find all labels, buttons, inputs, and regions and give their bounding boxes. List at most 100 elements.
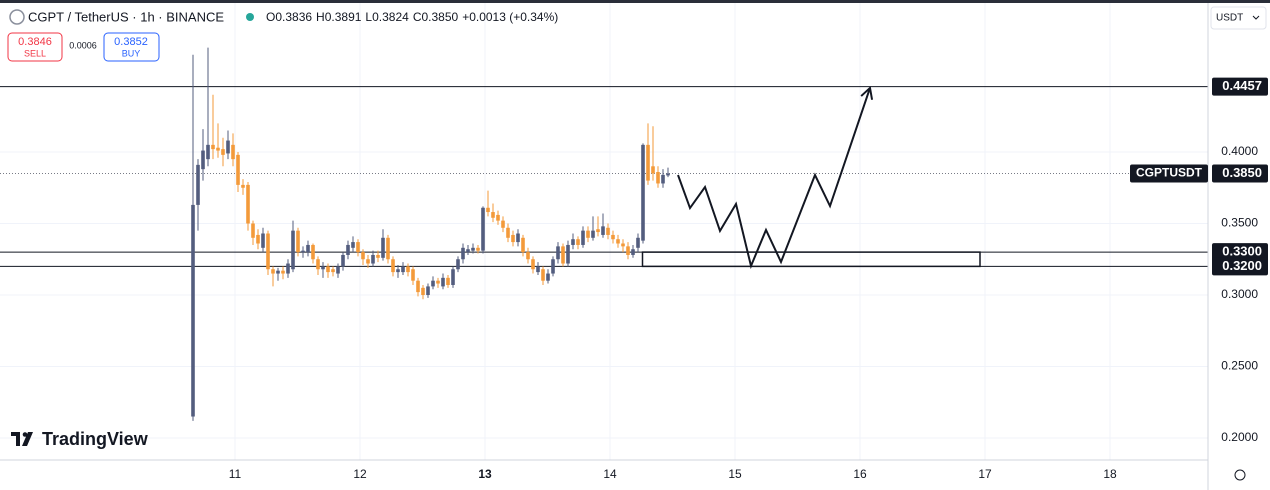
candle-body [236,154,240,185]
candle-body [296,230,300,253]
candle-body [506,227,510,238]
level-box [1212,243,1268,262]
candle-body [591,230,595,238]
candle-body [366,259,370,264]
chart-title: CGPT / TetherUS · 1h · BINANCE [28,9,224,24]
candle-body [316,259,320,270]
candle-body [416,280,420,293]
candle-body [636,237,640,248]
candle-body [336,266,340,274]
candle-body [511,234,515,243]
candle-body [521,237,525,253]
candle-body [386,237,390,260]
symbol-box [1130,164,1208,183]
plot [0,47,1208,421]
candle-body [581,230,585,245]
candle-body [341,254,345,267]
candle-body [611,234,615,240]
candle-body [641,144,645,241]
logo-mark [11,432,20,446]
candle-body [486,207,490,213]
candle-body [206,144,210,160]
y-tick-label: 0.2500 [1221,359,1258,373]
candle-body [476,247,480,251]
watermark: TradingView [42,429,149,449]
candle-body [451,269,455,285]
candle-body [411,269,415,281]
candle-body [526,252,530,260]
x-tick-label: 12 [353,467,367,481]
spread: 0.0006 [69,40,97,50]
candle-body [211,144,215,150]
candle-body [246,184,250,224]
candle-body [491,212,495,218]
candle-body [481,207,485,251]
x-tick-label: 15 [728,467,742,481]
ohlc-value: C0.3850 [413,10,459,24]
candle-body [326,266,330,273]
candle-body [201,150,205,170]
candle-body [231,144,235,160]
candle-body [536,266,540,273]
candle-body [241,184,245,188]
x-tick-label: 18 [1103,467,1117,481]
logo-mark [22,432,28,437]
candle-body [421,287,425,295]
candle-body [431,280,435,287]
ohlc-value: +0.0013 (+0.34%) [462,10,558,24]
candle-body [586,230,590,238]
candle-body [551,259,555,274]
candle-body [256,234,260,244]
candle-body [501,220,505,228]
candle-body [461,247,465,260]
logo [11,432,33,446]
candle-body [661,174,665,184]
axes: 0.2000 0.2500 0.3000 0.3500 0.4000 11 12 13 14 15… [229,77,1268,481]
candle-body [601,226,605,235]
settings-icon[interactable] [1234,469,1246,481]
candle-body [286,263,290,274]
candle-body [251,223,255,238]
market-status[interactable] [246,13,254,21]
candle-body [196,164,200,205]
symbol-icon [9,9,25,25]
candle-body [546,273,550,281]
candle-body [396,269,400,273]
candle-body [541,269,545,281]
candle-body [391,259,395,273]
currency: USDT [1216,13,1243,24]
level-label: 0.3300 [1222,244,1262,259]
y-tick-label: 0.4000 [1221,144,1258,158]
candle-body [406,266,410,273]
candle-body [606,227,610,235]
symbol-label: CGPTUSDT [1136,166,1203,180]
x-tick-label: 14 [603,467,617,481]
candle-body [666,173,670,176]
candle-body [266,233,270,270]
candle-body [556,246,560,260]
candle-body [311,244,315,260]
projection-path [677,87,871,270]
currency-selector[interactable] [1210,6,1267,30]
candle-body [596,229,600,233]
candle-body [616,239,620,244]
level-label: 0.4457 [1222,78,1262,93]
candle-body [646,144,650,181]
buy-button[interactable] [103,32,160,62]
candle-body [191,204,195,417]
candle-body [426,286,430,295]
candle-body [441,277,445,287]
candle-body [281,270,285,274]
candle-body [656,172,660,184]
x-tick-label: 16 [853,467,867,481]
sell-button[interactable] [7,32,63,62]
candle-body [466,249,470,253]
candle-body [381,237,385,258]
candle-body [576,239,580,245]
candle-body [261,233,265,248]
current-price-label: 0.3850 [1222,165,1262,180]
candle-body [361,252,365,260]
buy-label: BUY [122,48,141,58]
candle-body [471,247,475,251]
